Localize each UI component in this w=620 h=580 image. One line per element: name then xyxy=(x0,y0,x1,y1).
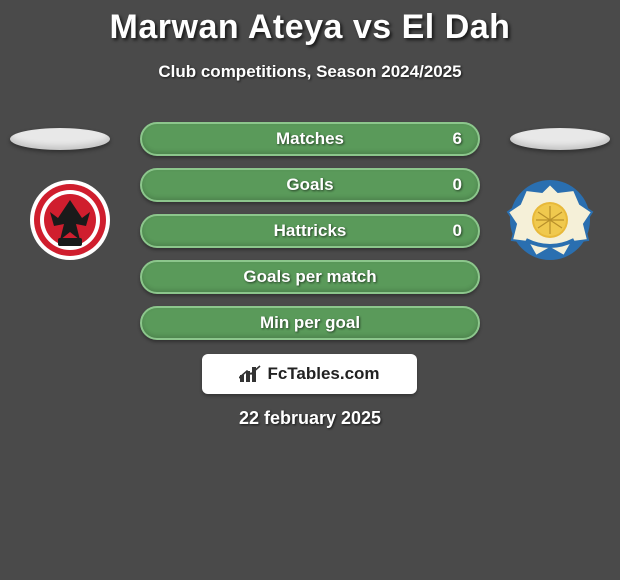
ismaily-crest-icon xyxy=(500,178,600,262)
al-ahly-crest-icon xyxy=(20,178,120,262)
stat-label: Goals per match xyxy=(243,267,376,287)
stat-label: Hattricks xyxy=(274,221,347,241)
brand-text: FcTables.com xyxy=(267,364,379,384)
stat-label: Min per goal xyxy=(260,313,360,333)
stat-value-right: 6 xyxy=(453,129,462,149)
stat-row-hattricks: Hattricks 0 xyxy=(140,214,480,248)
comparison-infographic: Marwan Ateya vs El Dah Club competitions… xyxy=(0,0,620,580)
club-badge-left xyxy=(20,178,120,262)
page-subtitle: Club competitions, Season 2024/2025 xyxy=(0,62,620,82)
club-badge-right xyxy=(500,178,600,262)
stat-value-right: 0 xyxy=(453,175,462,195)
footer-date: 22 february 2025 xyxy=(0,408,620,429)
brand-attribution[interactable]: FcTables.com xyxy=(202,354,417,394)
stat-label: Matches xyxy=(276,129,344,149)
stat-label: Goals xyxy=(286,175,333,195)
stat-value-right: 0 xyxy=(453,221,462,241)
stat-row-goals-per-match: Goals per match xyxy=(140,260,480,294)
player-right-marker xyxy=(510,128,610,150)
player-left-marker xyxy=(10,128,110,150)
stat-row-goals: Goals 0 xyxy=(140,168,480,202)
page-title: Marwan Ateya vs El Dah xyxy=(0,8,620,47)
stat-row-matches: Matches 6 xyxy=(140,122,480,156)
bar-chart-icon xyxy=(239,365,261,383)
stat-row-min-per-goal: Min per goal xyxy=(140,306,480,340)
